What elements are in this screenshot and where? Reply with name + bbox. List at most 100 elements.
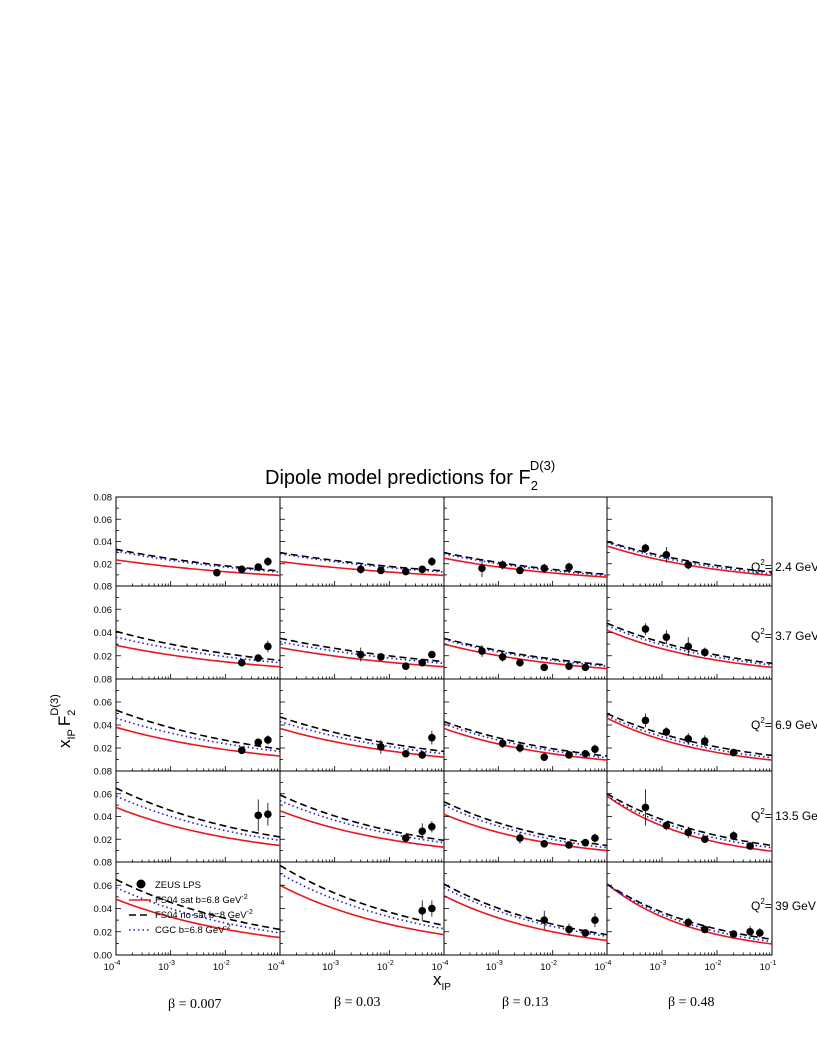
curve-nosat-r5-c3: [443, 883, 608, 936]
curve-sat-r3-c2: [279, 727, 445, 758]
data-point: [684, 561, 693, 569]
panel-frame-r1-c3: [443, 496, 608, 587]
data-point: [401, 662, 410, 671]
data-point: [516, 834, 524, 842]
curve-sat-r2-c3: [443, 643, 608, 670]
curve-sat-r4-c2: [279, 810, 445, 849]
data-point: [662, 821, 671, 830]
data-point: [729, 930, 738, 938]
y-tick-label: 0.06: [94, 605, 113, 616]
curve-nosat-r2-c1: [115, 630, 281, 662]
chart-title-sup: D(3): [530, 458, 555, 473]
y-axis-title-sub2: 2: [66, 710, 78, 716]
data-point: [377, 743, 385, 751]
curve-sat-r1-c1: [115, 559, 281, 577]
zeus-data-points: [213, 543, 764, 938]
y-tick-label: 0.08: [94, 767, 113, 778]
q2-label-1: Q2= 2.4 GeV: [751, 558, 817, 574]
y-tick-label: 0.02: [94, 744, 113, 755]
x-tick-label: 10-4: [432, 960, 449, 973]
data-point: [729, 832, 738, 840]
data-point: [377, 566, 385, 575]
data-point: [264, 642, 272, 651]
curve-cgc-r5-c3: [443, 886, 608, 938]
model-curves: [115, 540, 773, 945]
legend-label-cgc: CGC b=6.8 GeV-2: [155, 924, 231, 936]
data-point: [516, 744, 524, 752]
y-tick-label: 0.04: [94, 904, 113, 915]
chart-title-main: Dipole model predictions for F: [265, 467, 531, 489]
panel-frame-r1-c1: [115, 496, 281, 587]
data-point: [581, 749, 590, 758]
curve-cgc-r1-c1: [115, 550, 281, 573]
curve-sat-r1-c3: [443, 557, 608, 578]
x-tick-label: 10-2: [705, 960, 722, 973]
curve-sat-r5-c1: [115, 898, 281, 939]
data-point: [254, 811, 263, 820]
data-point: [428, 650, 436, 659]
data-point: [356, 650, 365, 659]
curve-sat-r2-c1: [115, 644, 281, 668]
data-point: [428, 904, 436, 913]
x-tick-label: 10-4: [595, 960, 612, 973]
data-point: [254, 738, 263, 747]
x-tick-label: 10-3: [486, 960, 503, 973]
legend-marker-zeus: [136, 879, 146, 889]
curve-sat-r4-c4: [606, 795, 773, 852]
curve-nosat-r3-c3: [443, 720, 608, 757]
data-point: [591, 916, 599, 924]
data-point: [746, 927, 754, 936]
curve-cgc-r4-c3: [443, 804, 608, 849]
q2-label-5: Q2= 39 GeV: [751, 897, 816, 913]
beta-label-2: β = 0.03: [334, 995, 381, 1010]
data-point: [540, 916, 549, 924]
curve-sat-r5-c2: [279, 884, 445, 936]
curve-nosat-r1-c3: [443, 551, 608, 576]
data-point: [237, 658, 246, 667]
data-point: [591, 745, 599, 753]
data-point: [478, 564, 486, 572]
data-point: [641, 716, 650, 725]
curve-nosat-r3-c2: [279, 716, 445, 753]
x-axis-title-sub: IP: [442, 982, 452, 993]
data-point: [254, 563, 263, 571]
legend-label-fs04-nosat: FS04 no sat b=8 GeV-2: [155, 909, 253, 921]
data-point: [684, 918, 693, 927]
data-point: [755, 929, 764, 937]
y-tick-label: 0.06: [94, 789, 113, 800]
y-tick-label: 0.08: [94, 858, 113, 869]
y-tick-label: 0.06: [94, 515, 113, 526]
curve-cgc-r2-c2: [279, 641, 445, 665]
beta-label-3: β = 0.13: [502, 995, 549, 1010]
x-tick-label: 10-3: [158, 960, 175, 973]
x-tick-label: 10-3: [650, 960, 667, 973]
data-point: [418, 907, 427, 915]
curve-sat-r5-c3: [443, 894, 608, 942]
data-point: [498, 561, 507, 569]
data-point: [356, 565, 365, 574]
data-point: [264, 736, 272, 744]
curve-cgc-r1-c4: [606, 541, 773, 575]
y-axis-title-x: x: [55, 739, 74, 748]
data-point: [377, 653, 385, 661]
panel-frame-r5-c3: [443, 861, 608, 956]
y-tick-label: 0.06: [94, 881, 113, 892]
y-tick-label: 0.04: [94, 721, 113, 732]
y-tick-label: 0.06: [94, 698, 113, 709]
data-point: [729, 748, 738, 757]
curve-sat-r3-c3: [443, 727, 608, 761]
data-point: [565, 925, 573, 934]
curve-nosat-r1-c1: [115, 548, 281, 572]
data-point: [662, 728, 671, 736]
data-point: [516, 566, 524, 575]
curve-sat-r1-c4: [606, 545, 773, 577]
y-axis-title-sub1: IP: [66, 729, 78, 739]
curve-cgc-r3-c3: [443, 723, 608, 759]
data-point: [540, 840, 549, 848]
q2-label-3: Q2= 6.9 GeV: [751, 716, 817, 732]
x-tick-label: 10-2: [540, 960, 557, 973]
beta-label-4: β = 0.48: [668, 995, 715, 1010]
data-point: [254, 654, 263, 662]
data-point: [213, 568, 221, 577]
curve-nosat-r4-c2: [279, 794, 445, 842]
